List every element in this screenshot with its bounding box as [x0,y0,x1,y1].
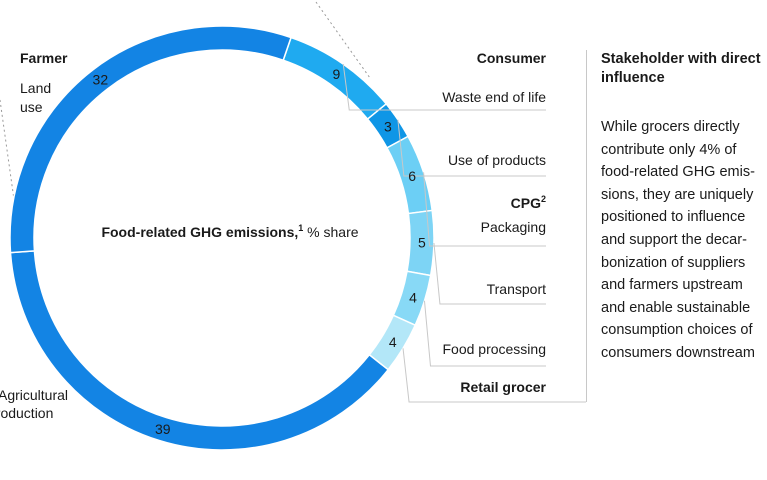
segment-value: 3 [384,118,392,134]
segment-value: 32 [93,71,109,87]
segment-values: 9 3 6 5 4 4 39 32 [93,66,427,437]
label-packaging: Packaging [481,219,546,235]
donut-segment-land-use [9,25,292,254]
panel-title: Stakeholder with direct influence [601,51,761,86]
leader-line [423,172,546,247]
donut-segments [9,25,435,451]
center-label-suffix: % share [303,224,358,240]
group-cpg: CPG2 [511,194,546,211]
zoom-line-top [315,1,371,79]
label-use-of-products: Use of products [448,152,546,168]
leader-lines [342,64,586,403]
group-retail-grocer: Retail grocer [460,379,546,395]
leader-line [433,242,546,305]
label-transport: Transport [487,281,547,297]
group-cpg-sup: 2 [541,194,546,204]
leader-line [423,300,546,367]
zoom-line-left [0,99,19,229]
center-label-main: Food-related GHG emissions, [101,224,298,240]
panel-divider [586,50,587,402]
leader-line [397,119,546,177]
label-food-processing: Food processing [442,341,546,357]
label-land-use: Land use [20,80,51,115]
leader-line [342,64,546,111]
leader-line [402,348,586,403]
donut-segment-agricultural-production [9,250,390,451]
center-label-sup: 1 [298,223,303,233]
segment-value: 6 [408,168,416,184]
segment-value: 39 [155,421,171,437]
stakeholder-panel: Stakeholder with direct influence While … [601,50,763,365]
panel-body: While grocers directly contribute only 4… [601,119,755,361]
segment-value: 5 [418,235,426,251]
label-waste-end-of-life: Waste end of life [442,89,546,105]
segment-value: 4 [409,289,417,305]
group-cpg-name: CPG [511,195,541,211]
group-farmer: Farmer [20,50,68,66]
center-label: Food-related GHG emissions,1 % share [101,223,358,240]
segment-value: 9 [332,66,340,82]
segment-value: 4 [389,334,397,350]
group-consumer: Consumer [477,50,547,66]
emissions-donut-chart: 9 3 6 5 4 4 39 32 Food-related GHG emissions,1 … [0,1,586,451]
label-agricultural-production: Agriculturalproduction [0,387,68,421]
